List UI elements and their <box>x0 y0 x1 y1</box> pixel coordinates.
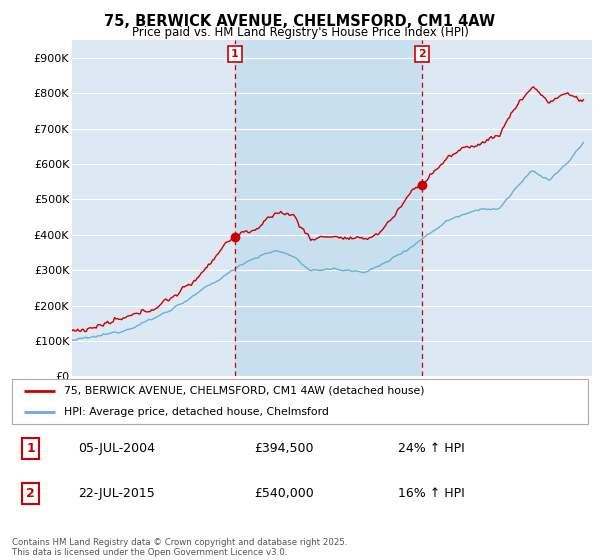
Text: 16% ↑ HPI: 16% ↑ HPI <box>398 487 464 500</box>
Text: Contains HM Land Registry data © Crown copyright and database right 2025.
This d: Contains HM Land Registry data © Crown c… <box>12 538 347 557</box>
Text: 2: 2 <box>26 487 35 500</box>
Text: 1: 1 <box>231 49 239 59</box>
Bar <box>235 40 422 376</box>
Text: £540,000: £540,000 <box>254 487 314 500</box>
FancyBboxPatch shape <box>12 379 588 424</box>
Text: 2: 2 <box>418 49 426 59</box>
Text: 24% ↑ HPI: 24% ↑ HPI <box>398 442 464 455</box>
Text: 05-JUL-2004: 05-JUL-2004 <box>78 442 155 455</box>
Text: 75, BERWICK AVENUE, CHELMSFORD, CM1 4AW: 75, BERWICK AVENUE, CHELMSFORD, CM1 4AW <box>104 14 496 29</box>
Text: 1: 1 <box>26 442 35 455</box>
Text: £394,500: £394,500 <box>254 442 313 455</box>
Text: 75, BERWICK AVENUE, CHELMSFORD, CM1 4AW (detached house): 75, BERWICK AVENUE, CHELMSFORD, CM1 4AW … <box>64 386 424 396</box>
Text: HPI: Average price, detached house, Chelmsford: HPI: Average price, detached house, Chel… <box>64 407 329 417</box>
Text: 22-JUL-2015: 22-JUL-2015 <box>78 487 155 500</box>
Text: Price paid vs. HM Land Registry's House Price Index (HPI): Price paid vs. HM Land Registry's House … <box>131 26 469 39</box>
